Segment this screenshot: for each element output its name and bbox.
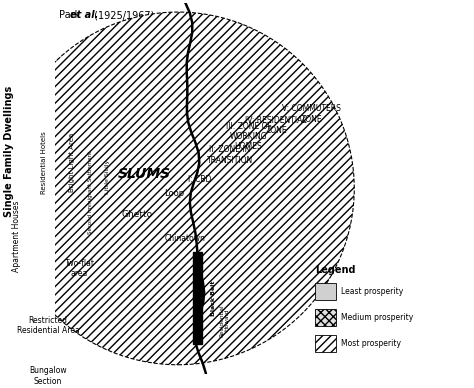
Text: et al.: et al. <box>70 10 99 20</box>
Text: IV: RESIDENTIAL
ZONE: IV: RESIDENTIAL ZONE <box>246 116 307 135</box>
Text: V: COMMUTERS
ZONE: V: COMMUTERS ZONE <box>282 104 341 124</box>
Text: III: ZONE OF
WORKING
HOMES: III: ZONE OF WORKING HOMES <box>226 121 272 151</box>
Text: II: ZONE IN
TRANSITION: II: ZONE IN TRANSITION <box>207 145 253 165</box>
Bar <box>193 251 202 344</box>
Bar <box>315 335 336 352</box>
Text: Second Immigrant Settlement: Second Immigrant Settlement <box>88 151 93 234</box>
Text: Bright Light Area: Bright Light Area <box>69 133 75 192</box>
Text: Medium prosperity: Medium prosperity <box>341 313 413 322</box>
Bar <box>315 283 336 300</box>
Circle shape <box>113 123 243 253</box>
Text: I: CBD: I: CBD <box>189 175 212 184</box>
Text: Most prosperity: Most prosperity <box>341 339 401 348</box>
Text: Legend: Legend <box>315 265 356 275</box>
Circle shape <box>78 88 278 289</box>
Text: Chinatown: Chinatown <box>165 234 206 243</box>
Circle shape <box>1 12 354 365</box>
Text: Ghetto: Ghetto <box>121 210 153 219</box>
Text: Single Family Dwellings: Single Family Dwellings <box>4 86 14 217</box>
Text: Loop: Loop <box>164 189 184 199</box>
Text: Residential Hotels: Residential Hotels <box>41 131 47 194</box>
Text: Black Belt: Black Belt <box>211 280 216 315</box>
Text: Apartment Houses: Apartment Houses <box>12 201 21 272</box>
Text: Restricted
Residential Area: Restricted Residential Area <box>17 316 79 336</box>
Text: Residential
Howard: Residential Howard <box>219 304 230 336</box>
Text: SLUMS: SLUMS <box>118 166 171 180</box>
Circle shape <box>42 53 313 324</box>
Text: (1925/1967).: (1925/1967). <box>91 10 157 20</box>
Text: Two-flat
area: Two-flat area <box>64 258 94 278</box>
Circle shape <box>146 157 210 220</box>
Bar <box>315 309 336 326</box>
Text: Park: Park <box>59 10 83 20</box>
Text: Little Sicily: Little Sicily <box>105 160 110 194</box>
Text: Least prosperity: Least prosperity <box>341 287 403 296</box>
Text: Bungalow
Section: Bungalow Section <box>29 366 67 386</box>
